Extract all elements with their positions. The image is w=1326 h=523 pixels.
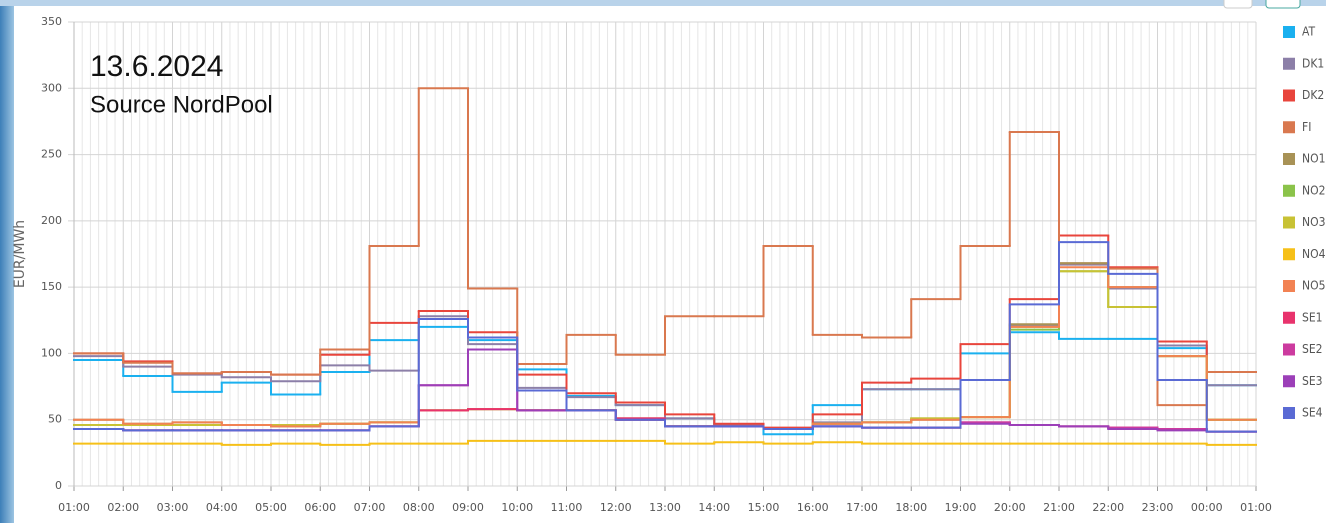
x-tick-label: 12:00	[600, 501, 632, 514]
y-tick-label: 350	[41, 15, 62, 28]
y-tick-label: 150	[41, 280, 62, 293]
legend-swatch	[1283, 58, 1295, 70]
x-tick-label: 21:00	[1043, 501, 1075, 514]
x-tick-label: 11:00	[551, 501, 583, 514]
x-tick-label: 18:00	[895, 501, 927, 514]
legend-swatch	[1283, 90, 1295, 102]
y-tick-label: 200	[41, 214, 62, 227]
y-tick-label: 100	[41, 346, 62, 359]
legend-swatch	[1283, 26, 1295, 38]
y-tick-label: 250	[41, 148, 62, 161]
legend-label: FI	[1302, 120, 1311, 134]
legend-label: NO2	[1302, 183, 1325, 197]
x-tick-label: 20:00	[994, 501, 1026, 514]
x-tick-label: 22:00	[1092, 501, 1124, 514]
toolbar-button[interactable]	[1224, 0, 1252, 8]
legend-label: NO4	[1302, 247, 1326, 261]
legend-label: SE4	[1302, 406, 1323, 420]
legend-label: SE3	[1302, 374, 1323, 388]
x-tick-label: 01:00	[58, 501, 90, 514]
legend-swatch	[1283, 153, 1295, 165]
x-tick-label: 02:00	[107, 501, 139, 514]
x-tick-label: 07:00	[354, 501, 386, 514]
background-strip	[0, 0, 1326, 6]
legend-swatch	[1283, 217, 1295, 229]
y-tick-label: 50	[48, 413, 62, 426]
legend-swatch	[1283, 344, 1295, 356]
legend-label: DK1	[1302, 56, 1324, 70]
x-tick-label: 17:00	[846, 501, 878, 514]
legend-swatch	[1283, 280, 1295, 292]
x-tick-label: 19:00	[945, 501, 977, 514]
y-tick-label: 0	[55, 479, 62, 492]
legend-label: NO1	[1302, 152, 1325, 166]
legend-swatch	[1283, 248, 1295, 260]
x-tick-label: 03:00	[157, 501, 189, 514]
x-tick-label: 04:00	[206, 501, 238, 514]
x-tick-label: 09:00	[452, 501, 484, 514]
chart: 13.6.2024 Source NordPool EUR/MWh 01:00 0…	[0, 0, 1326, 523]
y-axis-label: EUR/MWh	[12, 220, 28, 288]
legend-label: DK2	[1302, 88, 1324, 102]
x-tick-label: 13:00	[649, 501, 681, 514]
annotation: 13.6.2024	[90, 50, 223, 83]
legend-label: AT	[1302, 25, 1315, 39]
x-tick-label: 15:00	[748, 501, 780, 514]
x-tick-label: 08:00	[403, 501, 435, 514]
chart-background	[14, 6, 1326, 523]
annotation: Source NordPool	[90, 91, 273, 118]
x-tick-label: 01:00	[1240, 501, 1272, 514]
x-tick-label: 14:00	[698, 501, 730, 514]
x-tick-label: 00:00	[1191, 501, 1223, 514]
x-tick-label: 05:00	[255, 501, 287, 514]
legend-label: SE1	[1302, 310, 1323, 324]
legend-swatch	[1283, 121, 1295, 133]
y-tick-label: 300	[41, 81, 62, 94]
legend-label: NO3	[1302, 215, 1325, 229]
x-tick-label: 23:00	[1142, 501, 1174, 514]
x-tick-label: 16:00	[797, 501, 829, 514]
legend-swatch	[1283, 375, 1295, 387]
legend-swatch	[1283, 312, 1295, 324]
x-tick-label: 10:00	[501, 501, 533, 514]
x-tick-label: 06:00	[304, 501, 336, 514]
toolbar-button[interactable]	[1266, 0, 1300, 8]
page: 13.6.2024 Source NordPool EUR/MWh 01:00 0…	[0, 0, 1326, 523]
legend-label: SE2	[1302, 342, 1323, 356]
legend-swatch	[1283, 185, 1295, 197]
legend-swatch	[1283, 407, 1295, 419]
legend-label: NO5	[1302, 279, 1325, 293]
